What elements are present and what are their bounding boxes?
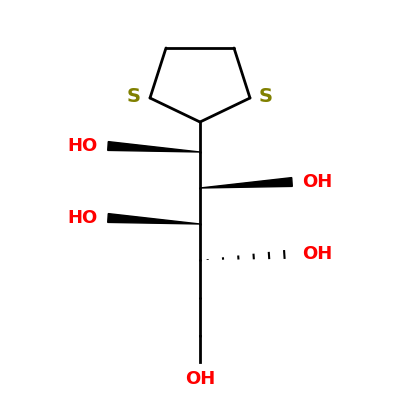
Polygon shape [108,142,200,152]
Text: HO: HO [68,209,98,227]
Text: HO: HO [68,137,98,155]
Text: OH: OH [185,370,215,388]
Text: S: S [259,86,273,106]
Text: OH: OH [302,245,332,263]
Polygon shape [108,214,200,224]
Polygon shape [200,178,292,188]
Text: S: S [127,86,141,106]
Text: OH: OH [302,173,332,191]
